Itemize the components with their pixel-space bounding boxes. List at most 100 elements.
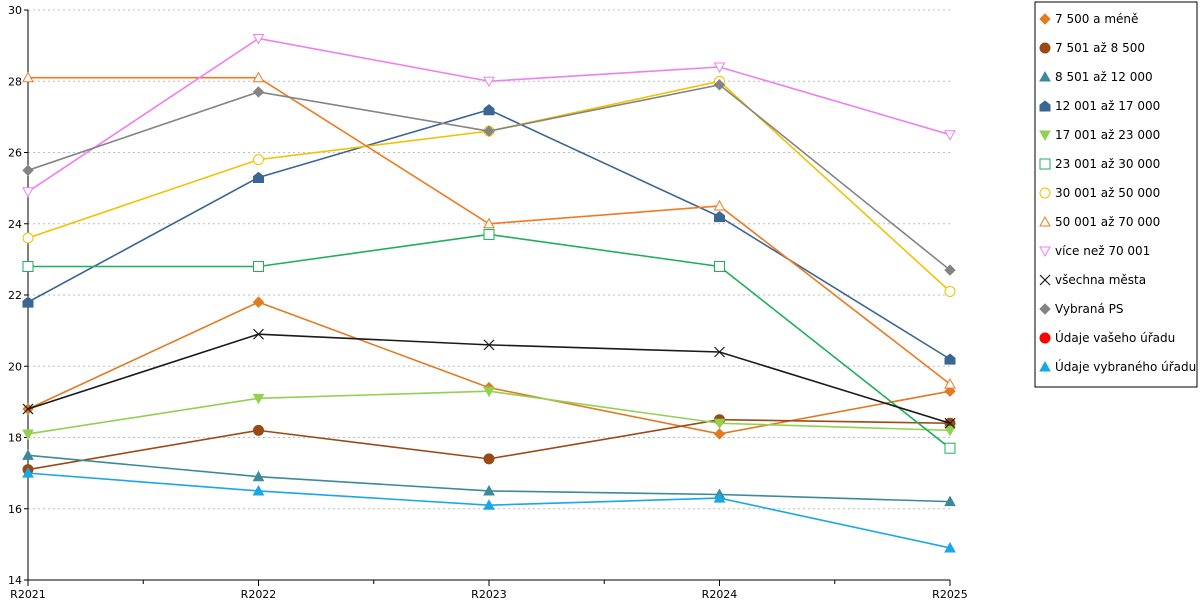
data-point — [483, 104, 495, 116]
data-point — [22, 187, 34, 198]
data-point — [22, 467, 34, 478]
data-point — [22, 403, 34, 415]
data-point — [944, 495, 956, 507]
data-point — [483, 76, 495, 88]
data-point — [252, 470, 265, 482]
legend-item: 7 500 a méně — [1039, 12, 1138, 26]
data-point — [252, 86, 265, 98]
legend-marker — [1039, 70, 1051, 82]
legend-marker — [1039, 187, 1051, 199]
data-point — [713, 428, 726, 440]
legend-label: 7 500 a méně — [1055, 12, 1138, 26]
legend-item: 23 001 až 30 000 — [1039, 157, 1160, 171]
series-line — [27, 472, 951, 549]
legend-item: 7 501 až 8 500 — [1039, 41, 1145, 55]
data-point — [714, 261, 725, 272]
series-line — [27, 333, 951, 425]
legend-marker — [1039, 274, 1051, 286]
series-11 — [22, 79, 956, 276]
x-tick-label: R2024 — [702, 588, 738, 600]
data-point — [713, 492, 726, 503]
marker-stroke — [483, 339, 495, 351]
x-tick-label: R2025 — [932, 588, 968, 600]
marker-stroke — [1039, 274, 1051, 286]
data-point — [22, 449, 34, 460]
x-tick-label: R2023 — [471, 588, 507, 600]
data-point — [483, 499, 495, 510]
data-point — [944, 130, 956, 141]
legend-item: Údaje vybraného úřadu — [1039, 359, 1196, 374]
legend-marker — [1039, 13, 1051, 25]
x-tick-label: R2021 — [10, 588, 46, 600]
data-point — [944, 385, 956, 397]
y-tick-label: 18 — [8, 432, 22, 445]
legend-item: Údaje vašeho úřadu — [1039, 330, 1175, 345]
legend-marker — [1039, 360, 1051, 372]
y-tick-label: 14 — [8, 574, 22, 587]
marker-stroke — [714, 346, 725, 358]
data-point — [944, 378, 956, 389]
data-point — [22, 261, 34, 272]
series-1 — [22, 296, 956, 440]
legend-item: 50 001 až 70 000 — [1039, 215, 1160, 229]
data-point — [483, 484, 495, 496]
data-point — [252, 393, 265, 405]
legend: 7 500 a méně 7 501 až 8 500 8 501 až 12 00… — [1034, 1, 1198, 388]
legend-item: všechna města — [1039, 273, 1146, 287]
x-tick-label: R2022 — [241, 588, 277, 600]
legend-marker — [1039, 215, 1051, 227]
legend-item: 8 501 až 12 000 — [1039, 70, 1153, 84]
legend-label: 7 501 až 8 500 — [1055, 41, 1145, 55]
legend-marker — [1039, 100, 1051, 112]
legend-label: 12 001 až 17 000 — [1055, 99, 1160, 113]
legend-label: 8 501 až 12 000 — [1055, 70, 1153, 84]
data-point — [944, 425, 956, 437]
legend-label: 50 001 až 70 000 — [1055, 215, 1160, 229]
data-point — [944, 442, 956, 454]
data-point — [944, 285, 956, 297]
legend-item: 17 001 až 23 000 — [1039, 128, 1160, 142]
axes: 14 16 18 20 22 24 26 28 30 R2021 R2022 R2023 R2024 R2… — [8, 4, 968, 600]
legend-marker — [1039, 332, 1051, 344]
legend-label: Údaje vašeho úřadu — [1055, 330, 1175, 345]
legend-marker — [1039, 246, 1051, 258]
legend-box — [1034, 1, 1198, 388]
data-point — [253, 171, 264, 183]
data-point — [253, 154, 264, 166]
legend-marker — [1039, 158, 1051, 170]
data-point — [483, 453, 495, 465]
marker-stroke — [944, 417, 956, 429]
legend-item: 30 001 až 50 000 — [1039, 186, 1160, 200]
legend-label: Vybraná PS — [1055, 302, 1124, 316]
data-point — [253, 261, 264, 272]
data-point — [483, 217, 495, 229]
y-tick-label: 16 — [8, 503, 22, 516]
series-line — [27, 390, 951, 435]
data-point — [22, 232, 34, 244]
legend-label: Údaje vybraného úřadu — [1055, 359, 1196, 374]
series-2 — [22, 414, 956, 476]
y-tick-label: 30 — [8, 4, 22, 17]
legend-label: všechna města — [1055, 273, 1146, 287]
data-point — [252, 484, 265, 496]
data-point — [944, 353, 956, 365]
data-point — [22, 429, 34, 440]
data-point — [483, 125, 495, 137]
series-4 — [22, 104, 956, 365]
data-point — [713, 199, 726, 211]
series-13 — [22, 467, 956, 553]
series-5 — [22, 386, 956, 440]
data-point — [22, 296, 34, 308]
series-8 — [22, 71, 956, 389]
series-10 — [22, 328, 956, 429]
y-tick-label: 22 — [8, 289, 22, 302]
legend-label: více než 70 001 — [1055, 244, 1150, 258]
data-point — [22, 71, 34, 83]
legend-marker — [1039, 42, 1051, 54]
legend-item: více než 70 001 — [1039, 244, 1150, 258]
data-point — [253, 328, 264, 340]
series-6 — [22, 228, 956, 454]
legend-label: 17 001 až 23 000 — [1055, 128, 1160, 142]
data-point — [714, 346, 725, 358]
